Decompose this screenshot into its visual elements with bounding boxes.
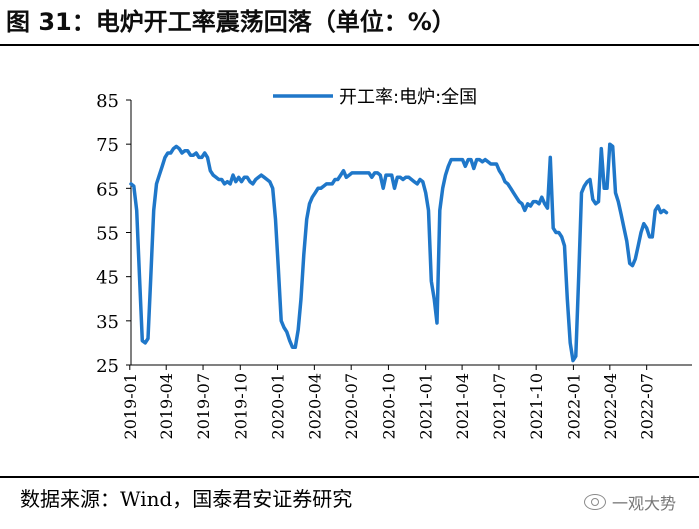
x-tick-label: 2022-04 <box>601 373 620 439</box>
x-tick-label: 2020-01 <box>269 373 288 439</box>
x-tick-label: 2019-04 <box>157 373 176 439</box>
title-rule <box>0 44 699 46</box>
x-tick-label: 2021-10 <box>527 373 546 439</box>
x-tick-label: 2019-07 <box>194 373 213 439</box>
x-tick-label: 2019-01 <box>121 373 140 439</box>
x-tick-label: 2021-07 <box>490 373 509 439</box>
x-tick-label: 2019-10 <box>231 373 250 439</box>
x-tick-label: 2022-07 <box>638 373 657 439</box>
wechat-icon <box>584 494 606 510</box>
x-tick-label: 2022-01 <box>564 373 583 439</box>
series-lines <box>129 142 669 363</box>
series-line <box>129 142 669 363</box>
y-tick-label: 55 <box>96 224 119 245</box>
y-tick-label: 65 <box>96 179 119 200</box>
x-tick-label: 2021-01 <box>417 373 436 439</box>
y-axis-ticks: 25 35 45 55 65 75 85 <box>96 91 131 377</box>
x-tick-label: 2020-10 <box>379 373 398 439</box>
x-tick-label: 2020-07 <box>342 373 361 439</box>
y-tick-label: 35 <box>96 312 119 333</box>
chart-legend: 开工率:电炉:全国 <box>273 87 477 108</box>
legend-label: 开工率:电炉:全国 <box>339 87 477 108</box>
y-tick-label: 25 <box>96 356 119 377</box>
y-tick-label: 45 <box>96 268 119 289</box>
y-tick-label: 85 <box>96 91 119 112</box>
watermark: 一观大势 <box>584 490 676 514</box>
x-axis-ticks: 2019-01 2019-04 2019-07 2019-10 2020-01 2020-… <box>121 365 657 439</box>
x-tick-label: 2020-04 <box>305 373 324 439</box>
x-tick-label: 2021-04 <box>453 373 472 439</box>
footer-rule <box>0 476 699 478</box>
chart-axes <box>130 100 692 366</box>
figure-title: 图 31：电炉开工率震荡回落（单位：%） <box>6 8 456 36</box>
watermark-label: 一观大势 <box>612 494 677 513</box>
data-source: 数据来源：Wind，国泰君安证券研究 <box>20 487 353 511</box>
y-tick-label: 75 <box>96 135 119 156</box>
